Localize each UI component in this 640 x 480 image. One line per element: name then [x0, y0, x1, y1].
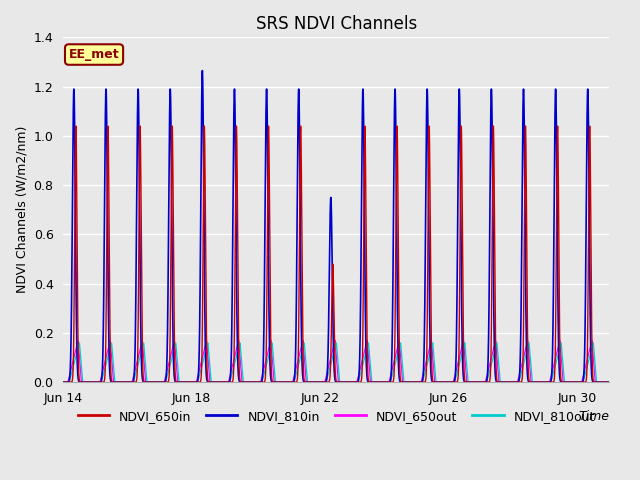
Y-axis label: NDVI Channels (W/m2/nm): NDVI Channels (W/m2/nm)	[15, 126, 28, 293]
X-axis label: Time: Time	[579, 410, 609, 423]
Title: SRS NDVI Channels: SRS NDVI Channels	[255, 15, 417, 33]
Text: EE_met: EE_met	[68, 48, 120, 61]
Legend: NDVI_650in, NDVI_810in, NDVI_650out, NDVI_810out: NDVI_650in, NDVI_810in, NDVI_650out, NDV…	[72, 405, 600, 428]
